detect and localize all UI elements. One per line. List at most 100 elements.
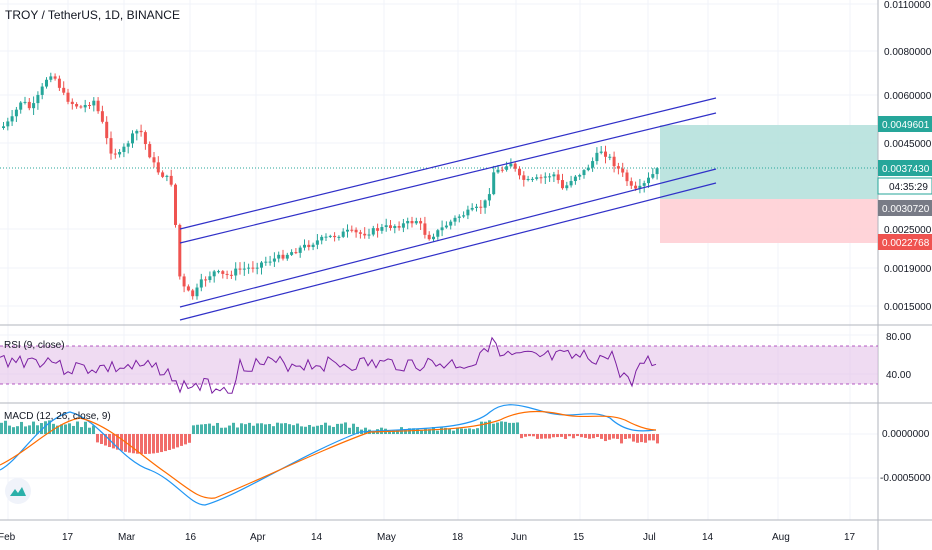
rsi-label[interactable]: RSI (9, close) [4,340,65,351]
macd-bar [488,420,491,434]
trend-channels[interactable] [179,97,717,321]
candle-body [294,252,298,254]
candle-body [612,156,616,167]
lower-channel-line-1[interactable] [179,168,717,308]
macd-bar [628,434,631,439]
macd-bar [392,430,395,434]
candle-body [358,232,362,234]
upper-channel-line-1[interactable] [179,97,717,230]
macd-bar [56,425,59,434]
macd-bar [324,422,327,434]
candle-body [604,151,607,157]
candle-body [186,286,190,291]
candle-body [595,152,599,162]
time-label: May [377,532,396,543]
macd-bar [332,426,335,434]
price-axis[interactable]: 0.0110000 0.0080000 0.0060000 0.0045000 … [877,0,932,313]
macd-bar [228,425,231,434]
rsi-axis[interactable]: 80.00 40.00 [886,332,911,381]
candle-body [2,126,5,128]
candle-body [505,166,509,170]
macd-pane[interactable] [0,404,659,506]
candle-body [423,223,427,235]
candle-body [475,206,478,208]
candle-body [199,279,203,288]
macd-bar [84,421,87,434]
macd-bar [232,422,235,434]
candle-body [208,276,212,281]
rsi-pane[interactable] [0,336,878,395]
price-tick: 0.0045000 [884,139,932,150]
price-tick: 0.0015000 [884,302,932,313]
macd-bar [572,434,575,439]
candle-body [432,236,435,240]
macd-bar [48,420,51,434]
time-axis[interactable]: Feb 17 Mar 16 Apr 14 May 18 Jun 15 Jul 1… [0,532,856,543]
candle-body [591,161,595,168]
candle-body [23,101,27,103]
candle-body [212,271,216,277]
target-zone[interactable] [660,125,878,199]
candle-body [225,273,229,275]
candle-body [290,252,294,255]
candle-body [298,247,302,253]
candle-body [285,254,289,259]
candle-body [436,230,440,237]
lower-channel-line-2[interactable] [179,182,717,321]
candle-body [354,229,358,233]
candle-body [221,271,225,274]
candle-body [556,174,560,181]
candle-body [174,184,177,225]
candle-body [526,178,530,180]
candle-body [53,76,57,79]
macd-bar [212,425,215,434]
candle-body [88,105,91,107]
rsi-tick: 80.00 [886,332,911,343]
candle-body [122,146,126,152]
macd-bar [0,422,3,434]
macd-bar [220,427,223,434]
macd-bar [104,434,107,446]
macd-bar [180,434,183,446]
candle-body [161,172,165,177]
stop-zone[interactable] [660,199,878,243]
candle-body [27,101,31,109]
candle-body [178,224,182,277]
candle-body [651,174,655,178]
candle-body [410,221,414,224]
candle-body [57,78,61,88]
macd-bar [544,434,547,439]
candle-body [513,163,517,169]
macd-bar [76,421,79,434]
macd-label[interactable]: MACD (12, 26, close, 9) [4,411,111,422]
price-tick: 0.0110000 [884,0,931,11]
candle-body [509,163,513,167]
macd-bar [580,434,583,438]
price-tick: 0.0025000 [884,225,932,236]
macd-bar [356,426,359,434]
candle-body [311,244,315,248]
candle-body [548,176,552,178]
candle-body [462,215,466,217]
symbol-title[interactable]: TROY / TetherUS, 1D, BINANCE [5,8,180,22]
macd-bar [596,434,599,438]
macd-bar [264,424,267,434]
position-tool[interactable] [660,125,878,243]
candle-body [393,226,397,228]
candle-body [272,258,276,262]
tradingview-logo-icon[interactable] [5,478,31,504]
candle-body [66,92,70,102]
candle-body [251,267,255,269]
candle-body [277,254,281,259]
macd-axis[interactable]: 0.0000000 -0.0005000 [880,429,931,484]
candle-body [96,100,100,112]
upper-channel-line-2[interactable] [179,112,717,244]
macd-bar [524,434,527,437]
macd-bar [528,434,531,437]
logo-mark [10,487,26,496]
macd-bar [320,424,323,434]
candle-body [10,116,14,122]
time-label: 17 [844,532,856,543]
